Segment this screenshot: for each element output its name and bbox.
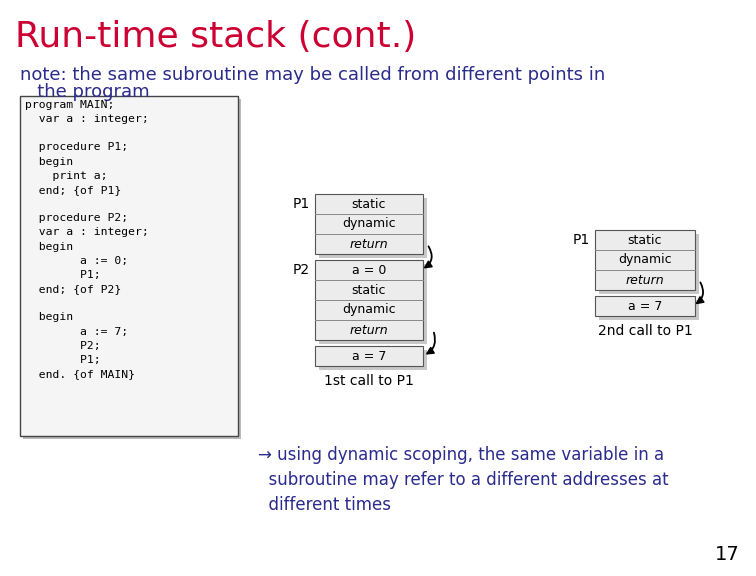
Bar xyxy=(315,260,423,340)
FancyArrowPatch shape xyxy=(425,247,432,267)
Text: P1: P1 xyxy=(573,233,590,247)
Bar xyxy=(315,346,423,366)
Text: a = 0: a = 0 xyxy=(352,263,386,276)
FancyArrowPatch shape xyxy=(427,332,435,354)
Bar xyxy=(319,264,427,344)
Text: program MAIN;
  var a : integer;

  procedure P1;
  begin
    print a;
  end; {o: program MAIN; var a : integer; procedure… xyxy=(25,100,149,379)
Bar xyxy=(319,350,427,370)
Text: static: static xyxy=(352,283,386,297)
Bar xyxy=(319,198,427,258)
Bar xyxy=(315,194,423,254)
Text: Run-time stack (cont.): Run-time stack (cont.) xyxy=(15,20,417,54)
Bar xyxy=(599,300,699,320)
Text: a = 7: a = 7 xyxy=(627,300,662,313)
Text: P1: P1 xyxy=(293,197,310,211)
Text: → using dynamic scoping, the same variable in a
  subroutine may refer to a diff: → using dynamic scoping, the same variab… xyxy=(258,446,668,514)
Text: 1st call to P1: 1st call to P1 xyxy=(324,374,414,388)
Text: the program: the program xyxy=(20,83,150,101)
Text: 2nd call to P1: 2nd call to P1 xyxy=(598,324,692,338)
Bar xyxy=(595,296,695,316)
FancyArrowPatch shape xyxy=(697,282,704,303)
Text: static: static xyxy=(627,233,662,247)
Bar xyxy=(595,230,695,290)
Text: a = 7: a = 7 xyxy=(352,350,386,362)
Text: note: the same subroutine may be called from different points in: note: the same subroutine may be called … xyxy=(20,66,606,84)
Text: dynamic: dynamic xyxy=(618,253,672,267)
Text: 17: 17 xyxy=(715,545,740,564)
Text: return: return xyxy=(626,274,665,286)
Text: return: return xyxy=(350,324,389,336)
Text: P2: P2 xyxy=(293,263,310,277)
Text: return: return xyxy=(350,237,389,251)
Bar xyxy=(599,234,699,294)
Text: static: static xyxy=(352,198,386,210)
Bar xyxy=(23,99,241,439)
Text: dynamic: dynamic xyxy=(342,218,396,230)
Text: dynamic: dynamic xyxy=(342,304,396,316)
Bar xyxy=(20,96,238,436)
